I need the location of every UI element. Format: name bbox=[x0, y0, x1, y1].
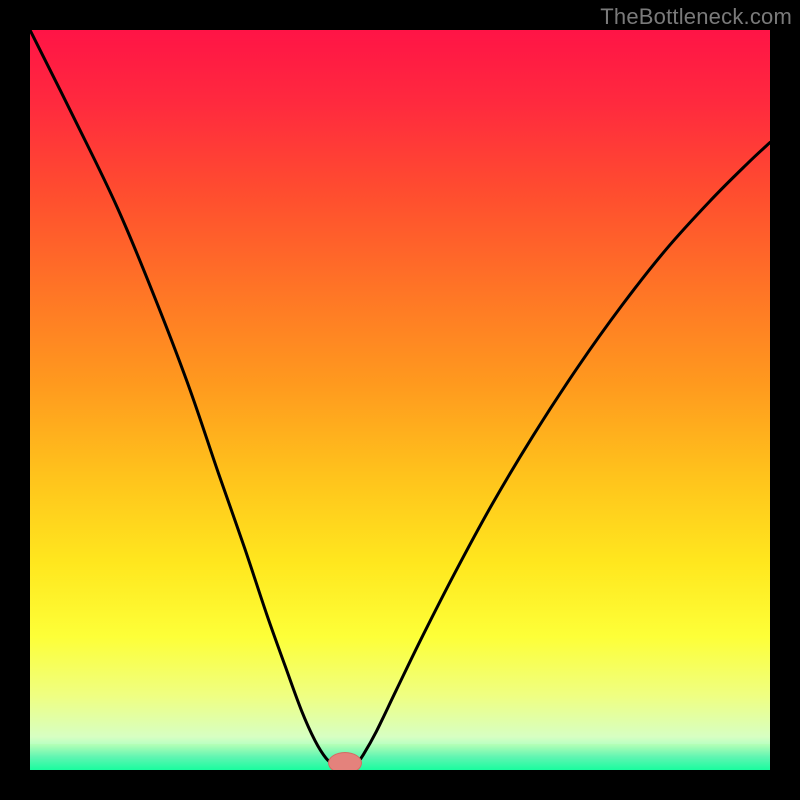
optimum-marker bbox=[328, 752, 362, 770]
curve-segment bbox=[30, 30, 335, 766]
bottleneck-curve bbox=[30, 30, 770, 770]
chart-plot-area bbox=[30, 30, 770, 770]
watermark-text: TheBottleneck.com bbox=[600, 4, 792, 30]
curve-segment bbox=[356, 142, 770, 765]
